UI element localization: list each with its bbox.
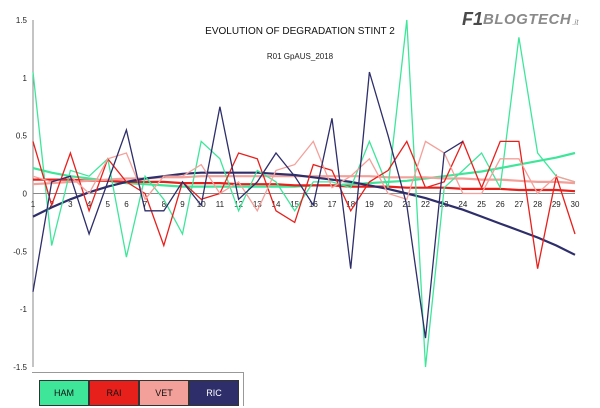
legend-item-ham: HAM (39, 380, 89, 406)
y-tick-label: 1.5 (16, 16, 28, 25)
legend-item-vet: VET (139, 380, 189, 406)
y-tick-label: -1.5 (13, 363, 27, 372)
x-tick-label: 20 (384, 200, 393, 209)
x-tick-label: 22 (421, 200, 430, 209)
x-tick-label: 19 (365, 200, 374, 209)
logo-f1-text: F1 (462, 8, 484, 29)
x-tick-label: 15 (290, 200, 299, 209)
x-tick-label: 17 (328, 200, 337, 209)
f1blogtech-logo: F1 BLOGTECH .it (462, 8, 578, 30)
legend-item-ric: RIC (189, 380, 239, 406)
x-tick-label: 5 (106, 200, 111, 209)
chart-subtitle: R01 GpAUS_2018 (267, 52, 334, 61)
x-tick-label: 26 (496, 200, 505, 209)
x-tick-label: 1 (31, 200, 36, 209)
trend-line-ric (32, 171, 576, 256)
y-tick-label: -0.5 (13, 247, 27, 256)
x-tick-label: 4 (87, 200, 92, 209)
series-line-vet (32, 140, 576, 213)
y-tick-label: 1 (23, 74, 28, 83)
x-tick-label: 12 (234, 200, 243, 209)
chart-title: EVOLUTION OF DEGRADATION STINT 2 (205, 26, 395, 37)
x-tick-label: 27 (514, 200, 523, 209)
y-tick-label: 0 (23, 190, 28, 199)
x-tick-label: 7 (143, 200, 148, 209)
series-line-ric (32, 71, 464, 339)
y-tick-label: 0.5 (16, 132, 28, 141)
trend-line-vet (32, 175, 576, 186)
x-tick-label: 8 (162, 200, 167, 209)
x-tick-label: 30 (571, 200, 580, 209)
x-tick-label: 6 (124, 200, 129, 209)
y-tick-labels: 1.5 1 0.5 0 -0.5 -1 -1.5 (13, 16, 27, 372)
legend-item-rai: RAI (89, 380, 139, 406)
x-tick-label: 24 (458, 200, 467, 209)
x-tick-label: 18 (346, 200, 355, 209)
legend-frame (32, 372, 244, 406)
y-tick-label: -1 (20, 305, 28, 314)
series-line-rai (32, 139, 576, 269)
x-tick-label: 3 (68, 200, 73, 209)
x-tick-label: 11 (216, 200, 225, 209)
logo-blogtech-text: BLOGTECH (483, 10, 572, 28)
series-line-ham (32, 19, 576, 368)
x-tick-label: 28 (533, 200, 542, 209)
x-tick-label: 13 (253, 200, 262, 209)
x-tick-label: 25 (477, 200, 486, 209)
trend-lines (32, 151, 576, 256)
x-tick-label: 29 (552, 200, 561, 209)
logo-tld-text: .it (572, 17, 579, 27)
x-tick-labels: 1 2 3 4 5 6 7 8 9 10 11 12 13 14 15 16 17 18 19 20 21 22 23 24 2… (31, 200, 580, 209)
x-tick-label: 9 (180, 200, 185, 209)
x-tick-label: 14 (272, 200, 281, 209)
series-lines (32, 19, 576, 368)
